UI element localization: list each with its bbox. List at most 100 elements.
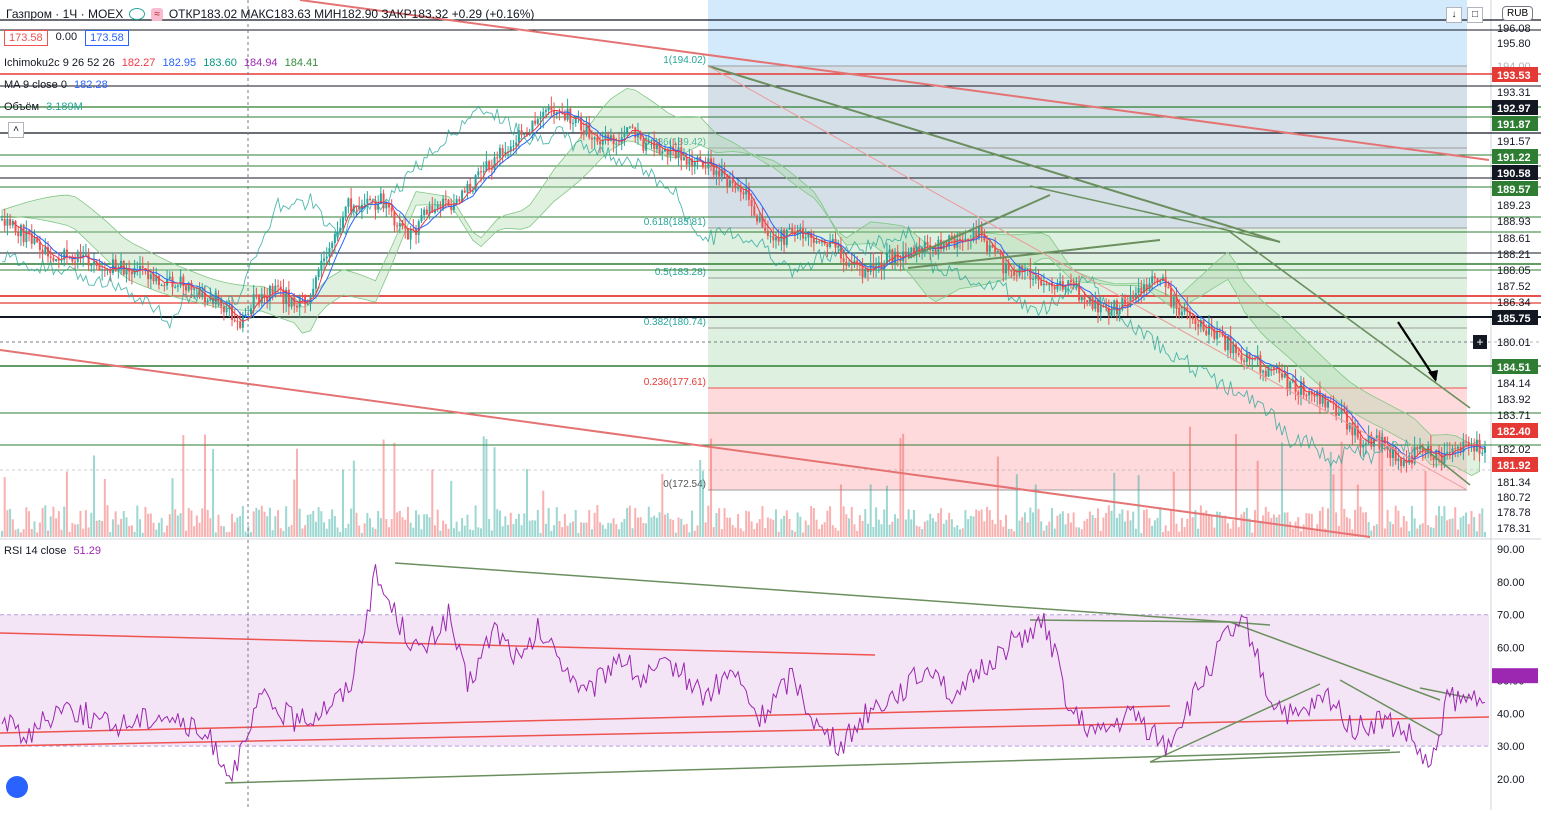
- maximize-icon[interactable]: □: [1467, 7, 1483, 23]
- volume-bar: [869, 484, 872, 537]
- volume-legend[interactable]: Объём 3.189M: [4, 101, 83, 113]
- volume-bar: [691, 510, 694, 537]
- candle-body: [239, 321, 242, 328]
- trend-line: [907, 239, 1161, 269]
- volume-bar: [1408, 531, 1411, 537]
- volume-bar: [899, 438, 902, 537]
- sell-price-button[interactable]: 173.58: [4, 30, 48, 46]
- volume-bar: [255, 507, 258, 537]
- volume-bar: [55, 518, 58, 537]
- volume-bar: [260, 505, 263, 537]
- eye-icon[interactable]: [129, 8, 146, 20]
- tradingview-logo-icon[interactable]: [6, 776, 28, 798]
- candle-body: [463, 190, 466, 193]
- candle-body: [485, 161, 488, 171]
- volume-bar: [1267, 511, 1270, 537]
- candle-body: [1391, 447, 1394, 459]
- candle-body: [1056, 284, 1059, 290]
- volume-bar: [1251, 532, 1254, 537]
- candle-body: [406, 228, 409, 240]
- volume-bar: [655, 517, 658, 537]
- ma-legend[interactable]: MA 9 close 0 182.28: [4, 79, 108, 91]
- volume-bar: [266, 516, 269, 537]
- candle-body: [1023, 268, 1026, 272]
- candle-body: [745, 187, 748, 195]
- add-alert-icon[interactable]: +: [1473, 335, 1487, 349]
- candle-body: [306, 303, 309, 305]
- volume-bar: [103, 478, 106, 537]
- candle-body: [1429, 446, 1432, 457]
- candle-body: [106, 268, 109, 271]
- candle-body: [1432, 456, 1435, 461]
- volume-bar: [1045, 525, 1048, 537]
- buy-price-button[interactable]: 173.58: [85, 30, 129, 46]
- candle-body: [1018, 265, 1021, 276]
- candle-body: [1400, 458, 1403, 467]
- candle-body: [1362, 445, 1365, 448]
- candle-body: [1194, 319, 1197, 325]
- volume-bar: [758, 519, 761, 537]
- candle-body: [623, 134, 626, 138]
- volume-bar: [195, 515, 198, 537]
- candle-body: [412, 228, 415, 230]
- candle-body: [531, 120, 534, 134]
- candle-body: [693, 161, 696, 166]
- candle-body: [891, 249, 894, 264]
- rsi-legend[interactable]: RSI 14 close 51.29: [4, 545, 101, 557]
- volume-bar: [1094, 517, 1097, 537]
- volume-bar: [412, 527, 415, 537]
- volume-bar: [788, 519, 791, 537]
- volume-bar: [761, 506, 764, 537]
- candle-body: [526, 133, 529, 136]
- candle-body: [1359, 437, 1362, 448]
- volume-bar: [766, 517, 769, 537]
- candle-body: [431, 205, 434, 213]
- volume-bar: [1170, 509, 1173, 537]
- volume-bar: [728, 517, 731, 537]
- download-icon[interactable]: ↓: [1446, 7, 1462, 23]
- volume-bar: [1305, 513, 1308, 537]
- rsi-label: RSI 14 close: [4, 545, 67, 557]
- volume-bar: [176, 515, 179, 537]
- price-axis-label: 188.21: [1497, 249, 1531, 261]
- candle-body: [942, 242, 945, 250]
- candle-body: [869, 263, 872, 273]
- volume-bar: [323, 522, 326, 537]
- rsi-axis-label: 80.00: [1497, 577, 1525, 589]
- symbol-title[interactable]: Газпром · 1Ч · MOEX: [6, 7, 124, 21]
- candle-body: [804, 237, 807, 239]
- volume-bar: [209, 518, 212, 537]
- price-axis-label: 183.92: [1497, 394, 1531, 406]
- volume-bar: [883, 509, 886, 537]
- collapse-legend-button[interactable]: ˄: [8, 122, 24, 138]
- candle-body: [450, 206, 453, 210]
- volume-bar: [1145, 509, 1148, 537]
- compare-icon[interactable]: ≈: [151, 7, 163, 21]
- candle-body: [904, 251, 907, 257]
- candle-body: [312, 288, 315, 296]
- volume-bar: [22, 529, 25, 537]
- currency-badge[interactable]: RUB: [1502, 6, 1534, 21]
- candle-body: [1180, 311, 1183, 316]
- candle-body: [780, 229, 783, 242]
- volume-bar: [1121, 509, 1124, 537]
- candle-body: [222, 306, 225, 313]
- candle-body: [382, 193, 385, 209]
- volume-bar: [371, 527, 374, 537]
- candle-body: [907, 251, 910, 257]
- candle-body: [764, 227, 767, 231]
- rsi-trend-line: [1229, 621, 1441, 701]
- volume-bar: [1140, 532, 1143, 537]
- ichimoku-value-4: 184.41: [284, 57, 319, 69]
- candle-body: [1237, 352, 1240, 355]
- volume-bar: [1345, 517, 1348, 537]
- candle-body: [1148, 283, 1151, 290]
- volume-bar: [701, 470, 704, 537]
- ichimoku-legend[interactable]: Ichimoku2c 9 26 52 26 182.27 182.95 183.…: [4, 57, 318, 69]
- ma-value: 182.28: [74, 79, 108, 91]
- candle-body: [447, 200, 450, 207]
- candle-body: [1029, 268, 1032, 280]
- volume-bar: [563, 513, 566, 537]
